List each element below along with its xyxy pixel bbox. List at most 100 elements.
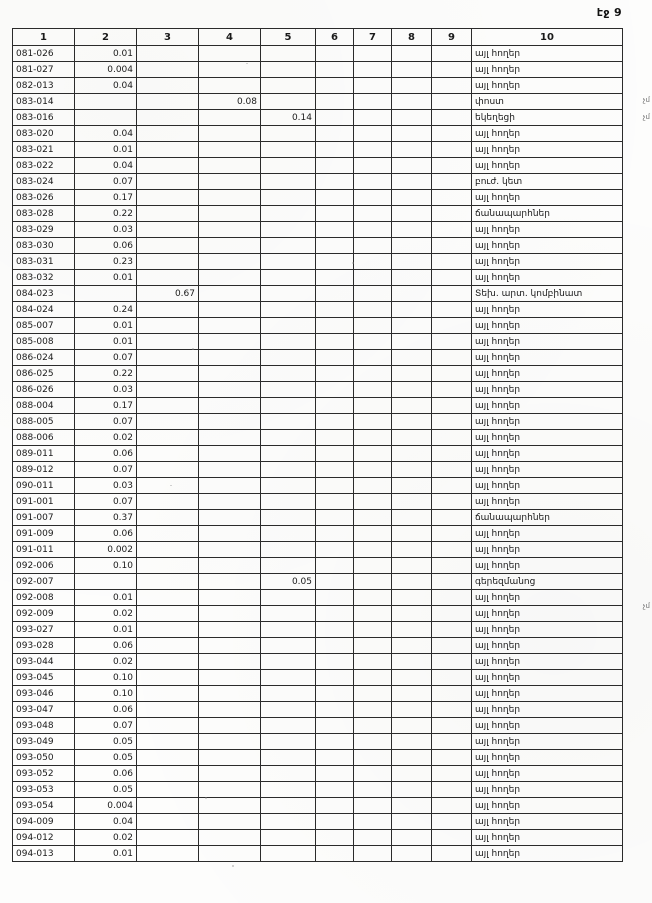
cell-value-col-5 <box>260 701 316 718</box>
table-row: 093-053 0.05 այլ հողեր <box>12 781 623 798</box>
cell-land-use-label: այլ հողեր <box>471 733 623 750</box>
cell-value-col-9 <box>431 413 472 430</box>
cell-value-col-7 <box>353 717 392 734</box>
cell-parcel-id: 093-027 <box>12 621 75 638</box>
cell-value-col-7 <box>353 397 392 414</box>
cell-value-col-6 <box>315 541 354 558</box>
cell-value-col-8 <box>391 733 432 750</box>
cell-value-col-6 <box>315 109 354 126</box>
cell-value-col-6 <box>315 253 354 270</box>
cell-value-col-3 <box>136 349 199 366</box>
cell-parcel-id: 085-007 <box>12 317 75 334</box>
cell-parcel-id: 093-046 <box>12 685 75 702</box>
cell-value-col-8 <box>391 605 432 622</box>
cell-land-use-label: այլ հողեր <box>471 61 623 78</box>
cell-value-col-5 <box>260 381 316 398</box>
cell-value-col-9 <box>431 205 472 222</box>
table-row: 086-026 0.03 այլ հողեր <box>12 381 623 398</box>
cell-value-col-4 <box>198 445 261 462</box>
cell-value-col-4 <box>198 125 261 142</box>
cell-value-col-4 <box>198 813 261 830</box>
cell-value-col-3 <box>136 365 199 382</box>
cell-value-col-8 <box>391 701 432 718</box>
cell-value-col-3 <box>136 109 199 126</box>
cell-value-col-6 <box>315 573 354 590</box>
cell-value-col-8 <box>391 333 432 350</box>
cell-value-col-3 <box>136 765 199 782</box>
table-row: 094-012 0.02 այլ հողեր <box>12 829 623 846</box>
cell-land-use-label: այլ հողեր <box>471 157 623 174</box>
cell-value-col-6 <box>315 445 354 462</box>
cell-value-col-2: 0.23 <box>74 253 137 270</box>
cell-value-col-3 <box>136 445 199 462</box>
cell-value-col-8 <box>391 557 432 574</box>
column-header-8: 8 <box>391 28 432 46</box>
cell-value-col-8 <box>391 493 432 510</box>
cell-value-col-9 <box>431 733 472 750</box>
cell-parcel-id: 082-013 <box>12 77 75 94</box>
cell-value-col-6 <box>315 509 354 526</box>
cell-parcel-id: 085-008 <box>12 333 75 350</box>
cell-value-col-7 <box>353 749 392 766</box>
cell-value-col-7 <box>353 621 392 638</box>
scan-speck <box>232 865 234 867</box>
cell-value-col-4 <box>198 781 261 798</box>
cell-value-col-7 <box>353 45 392 62</box>
cell-value-col-7 <box>353 125 392 142</box>
cell-value-col-9 <box>431 45 472 62</box>
cell-land-use-label: Տեխ. արտ. կոմբինատ <box>471 285 623 302</box>
cell-value-col-8 <box>391 157 432 174</box>
cell-value-col-8 <box>391 653 432 670</box>
cell-value-col-9 <box>431 845 472 862</box>
cell-value-col-2: 0.06 <box>74 237 137 254</box>
cell-value-col-3 <box>136 717 199 734</box>
cell-value-col-5 <box>260 141 316 158</box>
cell-parcel-id: 081-027 <box>12 61 75 78</box>
cell-parcel-id: 081-026 <box>12 45 75 62</box>
cell-value-col-5 <box>260 205 316 222</box>
cell-value-col-5 <box>260 669 316 686</box>
cell-value-col-4 <box>198 605 261 622</box>
cell-value-col-6 <box>315 557 354 574</box>
cell-land-use-label: այլ հողեր <box>471 717 623 734</box>
cell-value-col-5 <box>260 77 316 94</box>
cell-value-col-4 <box>198 717 261 734</box>
cell-value-col-9 <box>431 221 472 238</box>
cell-value-col-2: 0.07 <box>74 173 137 190</box>
cell-value-col-5 <box>260 413 316 430</box>
cell-value-col-8 <box>391 797 432 814</box>
cell-value-col-2: 0.04 <box>74 157 137 174</box>
cell-value-col-2: 0.10 <box>74 669 137 686</box>
cell-parcel-id: 083-016 <box>12 109 75 126</box>
cell-value-col-5 <box>260 333 316 350</box>
cell-value-col-5 <box>260 301 316 318</box>
cell-value-col-5 <box>260 445 316 462</box>
cell-value-col-9 <box>431 93 472 110</box>
cell-land-use-label: այլ հողեր <box>471 765 623 782</box>
cell-value-col-8 <box>391 413 432 430</box>
cell-value-col-2: 0.01 <box>74 317 137 334</box>
cell-value-col-7 <box>353 541 392 558</box>
cell-parcel-id: 086-024 <box>12 349 75 366</box>
column-header-6: 6 <box>315 28 354 46</box>
cell-value-col-6 <box>315 61 354 78</box>
cell-value-col-7 <box>353 365 392 382</box>
cell-value-col-2: 0.06 <box>74 445 137 462</box>
cell-value-col-5 <box>260 829 316 846</box>
cell-value-col-6 <box>315 813 354 830</box>
cell-value-col-4 <box>198 269 261 286</box>
cell-land-use-label: այլ հողեր <box>471 445 623 462</box>
cell-parcel-id: 093-049 <box>12 733 75 750</box>
cell-value-col-6 <box>315 845 354 862</box>
cell-value-col-6 <box>315 461 354 478</box>
cell-value-col-9 <box>431 125 472 142</box>
cell-value-col-9 <box>431 765 472 782</box>
cell-land-use-label: այլ հողեր <box>471 525 623 542</box>
cell-value-col-6 <box>315 781 354 798</box>
cell-value-col-4 <box>198 525 261 542</box>
column-header-3: 3 <box>136 28 199 46</box>
cell-parcel-id: 086-025 <box>12 365 75 382</box>
cell-value-col-8 <box>391 397 432 414</box>
cell-value-col-7 <box>353 653 392 670</box>
cell-value-col-6 <box>315 685 354 702</box>
